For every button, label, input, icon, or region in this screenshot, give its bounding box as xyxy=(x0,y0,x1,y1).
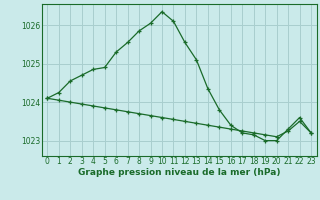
X-axis label: Graphe pression niveau de la mer (hPa): Graphe pression niveau de la mer (hPa) xyxy=(78,168,280,177)
